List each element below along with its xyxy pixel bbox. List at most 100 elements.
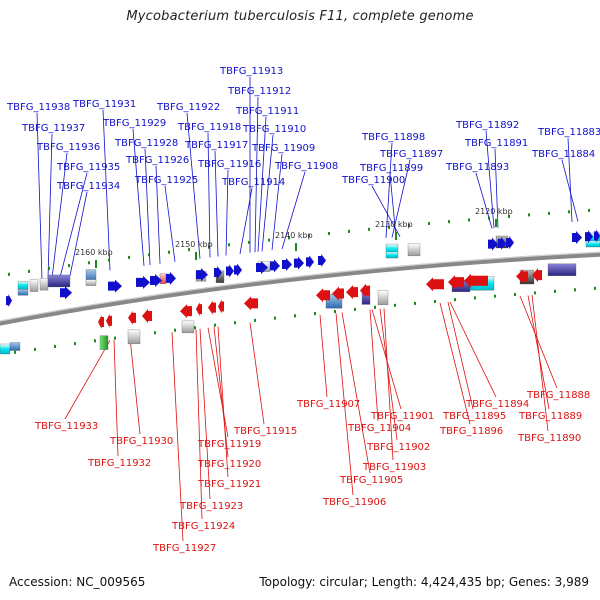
forward-gene-label[interactable]: TBFG_11937 (21, 123, 85, 134)
forward-gene-arrow[interactable] (294, 256, 304, 270)
reverse-gene-label[interactable]: TBFG_11895 (442, 411, 506, 422)
forward-gene-label[interactable]: TBFG_11911 (235, 106, 299, 117)
forward-gene-label[interactable]: TBFG_11909 (251, 143, 315, 154)
reverse-gene-arrow[interactable] (516, 269, 528, 284)
forward-gene-label[interactable]: TBFG_11893 (445, 162, 509, 173)
reverse-gene-arrow[interactable] (208, 300, 216, 315)
reverse-gene-label[interactable]: TBFG_11933 (34, 421, 98, 432)
genome-feature-block[interactable] (407, 243, 421, 257)
reverse-gene-label[interactable]: TBFG_11920 (197, 459, 261, 470)
forward-gene-arrow[interactable] (136, 275, 150, 289)
forward-gene-label[interactable]: TBFG_11925 (134, 175, 198, 186)
reverse-gene-arrow[interactable] (426, 277, 444, 292)
forward-gene-arrow[interactable] (506, 236, 514, 250)
forward-gene-label[interactable]: TBFG_11913 (219, 66, 283, 77)
reverse-gene-label[interactable]: TBFG_11924 (171, 521, 235, 532)
forward-gene-label[interactable]: TBFG_11914 (221, 177, 285, 188)
forward-gene-arrow[interactable] (594, 229, 600, 243)
forward-gene-arrow[interactable] (282, 258, 292, 272)
forward-gene-label[interactable]: TBFG_11917 (184, 140, 248, 151)
forward-gene-arrow[interactable] (256, 260, 268, 274)
forward-gene-arrow[interactable] (318, 254, 326, 268)
forward-gene-arrow[interactable] (234, 263, 242, 277)
genome-feature-block[interactable] (377, 290, 389, 305)
forward-gene-arrow[interactable] (226, 264, 234, 278)
reverse-gene-label[interactable]: TBFG_11930 (109, 436, 173, 447)
genome-feature-block[interactable] (85, 279, 97, 286)
forward-gene-label[interactable]: TBFG_11926 (125, 155, 189, 166)
reverse-gene-label[interactable]: TBFG_11927 (152, 543, 216, 554)
reverse-gene-label[interactable]: TBFG_11890 (517, 433, 581, 444)
reverse-gene-arrow[interactable] (244, 296, 258, 311)
forward-gene-arrow[interactable] (150, 274, 162, 287)
forward-gene-label[interactable]: TBFG_11892 (455, 120, 519, 131)
reverse-gene-arrow[interactable] (332, 286, 344, 301)
genome-feature-block[interactable] (159, 273, 167, 284)
forward-gene-label[interactable]: TBFG_11900 (341, 175, 405, 186)
reverse-gene-label[interactable]: TBFG_11903 (362, 462, 426, 473)
reverse-gene-label[interactable]: TBFG_11919 (197, 439, 261, 450)
forward-gene-arrow[interactable] (108, 279, 122, 293)
forward-gene-label[interactable]: TBFG_11929 (102, 118, 166, 129)
forward-gene-label[interactable]: TBFG_11936 (36, 142, 100, 153)
reverse-gene-label[interactable]: TBFG_11907 (296, 399, 360, 410)
forward-gene-label[interactable]: TBFG_11928 (114, 138, 178, 149)
reverse-gene-arrow[interactable] (218, 299, 224, 314)
reverse-gene-arrow[interactable] (180, 304, 192, 319)
forward-gene-label[interactable]: TBFG_11891 (464, 138, 528, 149)
genome-feature-block[interactable] (547, 263, 577, 276)
reverse-gene-arrow[interactable] (346, 285, 358, 300)
forward-gene-label[interactable]: TBFG_11884 (531, 149, 595, 160)
genome-feature-block[interactable] (181, 320, 195, 334)
genome-feature-block[interactable] (127, 329, 141, 345)
reverse-gene-arrow[interactable] (128, 310, 136, 325)
forward-gene-arrow[interactable] (6, 294, 12, 308)
reverse-gene-label[interactable]: TBFG_11904 (347, 423, 411, 434)
forward-gene-arrow[interactable] (214, 265, 222, 279)
forward-gene-label[interactable]: TBFG_11935 (56, 162, 120, 173)
forward-gene-label[interactable]: TBFG_11931 (72, 99, 136, 110)
forward-gene-arrow[interactable] (166, 271, 176, 285)
genome-feature-block[interactable] (0, 343, 11, 355)
forward-gene-label[interactable]: TBFG_11883 (537, 127, 600, 138)
forward-gene-label[interactable]: TBFG_11912 (227, 86, 291, 97)
genome-feature-block[interactable] (39, 277, 49, 291)
reverse-gene-label[interactable]: TBFG_11923 (179, 501, 243, 512)
forward-gene-label[interactable]: TBFG_11934 (56, 181, 120, 192)
forward-gene-label[interactable]: TBFG_11898 (361, 132, 425, 143)
forward-gene-label[interactable]: TBFG_11918 (177, 122, 241, 133)
reverse-gene-label[interactable]: TBFG_11889 (518, 411, 582, 422)
reverse-gene-arrow[interactable] (142, 309, 152, 324)
reverse-gene-arrow[interactable] (98, 314, 104, 329)
forward-gene-label[interactable]: TBFG_11908 (274, 161, 338, 172)
forward-gene-arrow[interactable] (585, 230, 593, 244)
reverse-gene-arrow[interactable] (316, 288, 330, 303)
forward-gene-label[interactable]: TBFG_11899 (359, 163, 423, 174)
reverse-gene-label[interactable]: TBFG_11894 (465, 399, 529, 410)
forward-gene-arrow[interactable] (498, 236, 506, 250)
reverse-gene-label[interactable]: TBFG_11888 (526, 390, 590, 401)
reverse-gene-arrow[interactable] (106, 313, 112, 328)
genome-feature-block[interactable] (17, 281, 29, 290)
forward-gene-label[interactable]: TBFG_11916 (197, 159, 261, 170)
reverse-gene-arrow[interactable] (532, 268, 542, 283)
reverse-gene-label[interactable]: TBFG_11901 (370, 411, 434, 422)
reverse-gene-arrow[interactable] (464, 273, 488, 288)
forward-gene-label[interactable]: TBFG_11938 (6, 102, 70, 113)
reverse-gene-arrow[interactable] (448, 275, 464, 290)
genome-feature-block[interactable] (29, 279, 39, 292)
reverse-gene-label[interactable]: TBFG_11921 (197, 479, 261, 490)
reverse-gene-label[interactable]: TBFG_11906 (322, 497, 386, 508)
genome-feature-block[interactable] (385, 251, 399, 259)
genome-feature-block[interactable] (585, 240, 600, 248)
forward-gene-arrow[interactable] (196, 268, 208, 282)
reverse-gene-arrow[interactable] (360, 283, 370, 298)
reverse-gene-label[interactable]: TBFG_11905 (339, 475, 403, 486)
forward-gene-label[interactable]: TBFG_11897 (379, 149, 443, 160)
reverse-gene-arrow[interactable] (196, 302, 202, 317)
reverse-gene-label[interactable]: TBFG_11932 (87, 458, 151, 469)
reverse-gene-label[interactable]: TBFG_11896 (439, 426, 503, 437)
genome-feature-block[interactable] (9, 342, 21, 351)
forward-gene-arrow[interactable] (488, 237, 498, 251)
forward-gene-arrow[interactable] (572, 231, 582, 245)
